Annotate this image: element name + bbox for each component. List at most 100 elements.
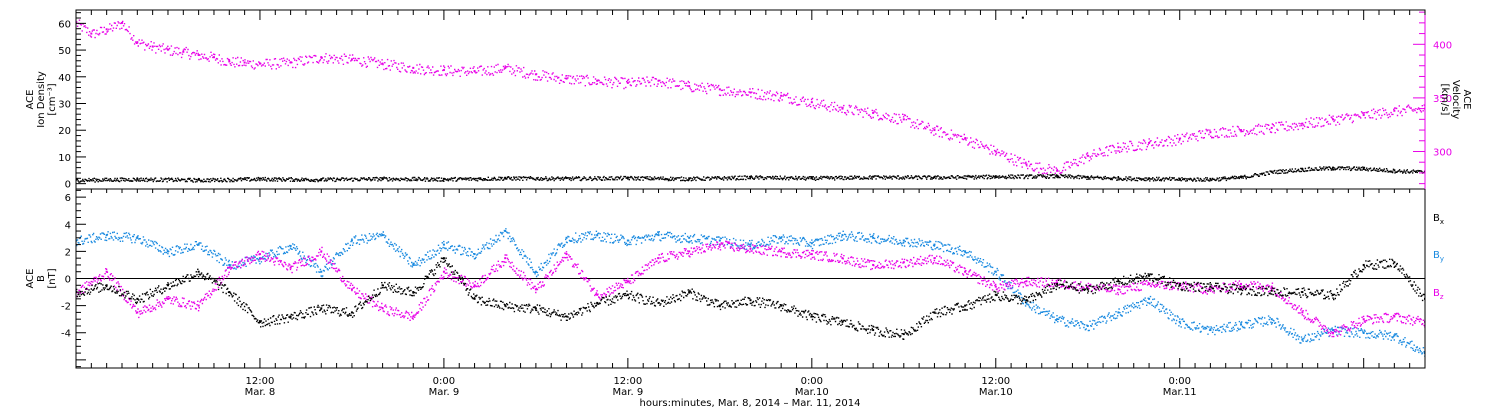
data-point — [718, 239, 721, 242]
x-tick-date-label: Mar. 9 — [613, 387, 644, 398]
x-tick-time-label: 0:00 — [1168, 376, 1190, 387]
x-tick-time-label: 12:00 — [981, 376, 1010, 387]
density-tick-label: 10 — [58, 153, 71, 164]
data-point — [442, 257, 445, 260]
data-point — [258, 320, 261, 323]
data-point — [841, 320, 844, 323]
data-point — [1117, 146, 1120, 149]
data-point — [933, 257, 936, 260]
data-point — [90, 32, 93, 35]
data-point — [810, 242, 813, 245]
data-point — [718, 304, 721, 307]
data-point — [120, 21, 123, 24]
data-point — [780, 304, 783, 307]
data-point — [320, 56, 323, 59]
data-point — [412, 66, 415, 69]
data-point — [1148, 141, 1151, 144]
by-series-cloud — [76, 228, 1425, 357]
data-point — [1240, 323, 1243, 326]
data-point — [1025, 301, 1028, 304]
data-point — [1148, 297, 1151, 300]
data-point — [780, 250, 783, 253]
bx-series — [76, 257, 1425, 340]
data-point — [182, 50, 185, 53]
density-axis-title: ACE Ion Density [cm⁻³] — [25, 71, 58, 128]
b-axis-title-line: B — [36, 275, 47, 282]
b-axis-title-line: [nT] — [47, 268, 58, 288]
b-axis-title-line: ACE — [25, 269, 36, 289]
data-point — [320, 178, 323, 181]
x-axis-title: hours:minutes, Mar. 8, 2014 – Mar. 11, 2… — [640, 398, 861, 409]
density-series-cloud — [76, 166, 1425, 183]
data-point — [1025, 280, 1028, 283]
data-point — [1178, 320, 1181, 323]
data-point — [872, 236, 875, 239]
data-point — [688, 236, 691, 239]
data-point — [994, 175, 997, 178]
data-point — [964, 137, 967, 140]
data-point — [105, 270, 108, 273]
data-point — [258, 257, 261, 260]
data-point — [212, 56, 215, 59]
density-tick-label: 50 — [58, 46, 71, 57]
data-point — [1209, 285, 1212, 288]
data-point — [1393, 334, 1396, 337]
data-point — [534, 73, 537, 76]
data-point — [565, 77, 568, 80]
velocity-series — [76, 19, 1425, 177]
data-point — [412, 315, 415, 318]
data-point — [442, 69, 445, 72]
data-point — [688, 250, 691, 253]
data-point — [780, 94, 783, 97]
data-point — [749, 91, 752, 94]
data-point — [136, 236, 139, 239]
data-point — [504, 304, 507, 307]
data-point — [1240, 175, 1243, 178]
data-point — [1270, 318, 1273, 321]
data-point — [902, 239, 905, 242]
data-point — [197, 270, 200, 273]
bz-series — [76, 240, 1425, 338]
by-series — [76, 228, 1425, 357]
data-point — [964, 250, 967, 253]
data-point — [1301, 291, 1304, 294]
density-tick-label: 20 — [58, 126, 71, 137]
data-point — [657, 257, 660, 260]
velocity-tick-label: 300 — [1433, 147, 1452, 158]
data-point — [105, 284, 108, 287]
velocity-axis-title-line: [km/s] — [1439, 84, 1450, 116]
data-point — [1362, 263, 1365, 266]
data-point — [504, 176, 507, 179]
data-point — [1056, 282, 1059, 285]
data-point — [657, 234, 660, 237]
data-point — [565, 253, 568, 256]
data-point — [350, 58, 353, 61]
data-point — [1209, 288, 1212, 291]
data-point — [1056, 281, 1059, 284]
data-point — [228, 60, 231, 63]
data-point — [841, 257, 844, 260]
data-point — [105, 28, 108, 31]
data-point — [166, 250, 169, 253]
data-point — [1362, 114, 1365, 117]
x-tick-date-label: Mar.10 — [979, 387, 1013, 398]
b-tick-label: -4 — [61, 329, 71, 340]
top-panel-frame — [75, 9, 1426, 190]
data-point — [1178, 284, 1181, 287]
data-point — [626, 176, 629, 179]
data-point — [780, 236, 783, 239]
data-point — [1362, 318, 1365, 321]
data-point — [166, 284, 169, 287]
data-point — [1086, 285, 1089, 288]
data-point — [718, 243, 721, 246]
data-point — [1332, 166, 1335, 169]
data-point — [994, 293, 997, 296]
data-point — [1148, 274, 1151, 277]
data-point — [197, 304, 200, 307]
data-point — [381, 284, 384, 287]
data-point — [350, 239, 353, 242]
data-point — [749, 175, 752, 178]
data-point — [105, 234, 108, 237]
data-point — [1086, 288, 1089, 291]
